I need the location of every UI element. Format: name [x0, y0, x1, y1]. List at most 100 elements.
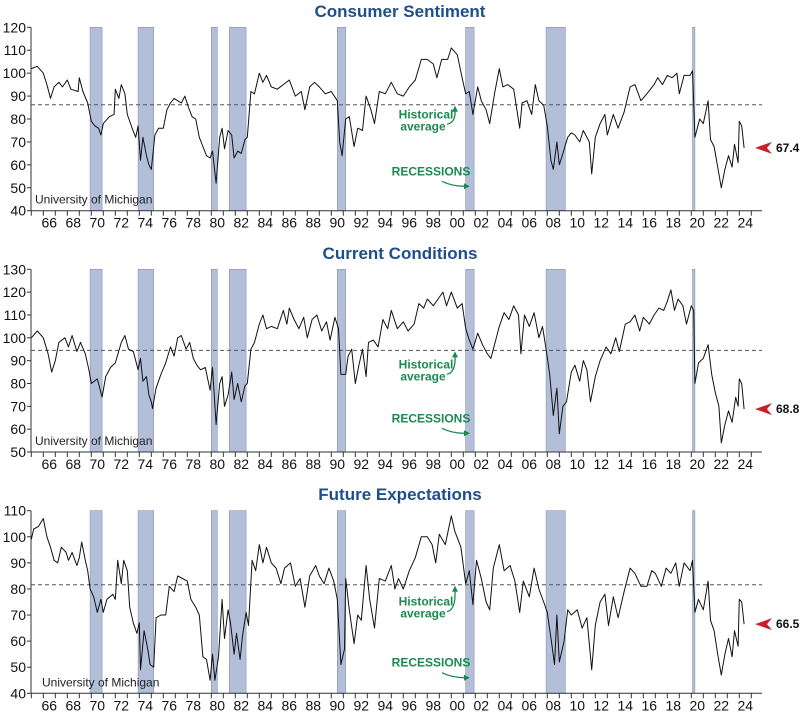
x-tick-label: 80: [210, 215, 226, 231]
y-tick-label: 60: [10, 633, 26, 649]
x-tick-label: 22: [714, 456, 730, 472]
x-tick-label: 76: [162, 697, 178, 713]
last-value-arrow-icon: [755, 403, 772, 416]
historical-arrowhead-icon: [452, 351, 458, 358]
x-tick-label: 04: [498, 697, 514, 713]
y-tick-label: 40: [10, 203, 26, 219]
x-tick-label: 22: [714, 215, 730, 231]
recessions-arrowhead-icon: [464, 183, 470, 190]
recessions-arrowhead-icon: [464, 674, 470, 681]
historical-label: Historical: [399, 107, 454, 121]
x-tick-label: 16: [642, 215, 658, 231]
y-tick-label: 60: [10, 421, 26, 437]
x-tick-label: 78: [186, 697, 202, 713]
y-tick-label: 80: [10, 375, 26, 391]
x-tick-label: 18: [666, 215, 682, 231]
chart-title: Current Conditions: [323, 244, 478, 263]
recession-bar: [229, 268, 247, 453]
x-tick-label: 66: [42, 456, 58, 472]
x-tick-label: 04: [498, 456, 514, 472]
x-tick-label: 18: [666, 456, 682, 472]
x-tick-label: 04: [498, 215, 514, 231]
x-tick-label: 96: [402, 697, 418, 713]
x-tick-label: 78: [186, 456, 202, 472]
x-tick-label: 00: [450, 697, 466, 713]
x-tick-label: 02: [474, 456, 490, 472]
x-tick-label: 92: [354, 456, 370, 472]
recession-bar: [211, 510, 218, 694]
x-tick-label: 84: [258, 215, 274, 231]
x-tick-label: 82: [234, 456, 250, 472]
x-tick-label: 66: [42, 215, 58, 231]
x-tick-label: 94: [378, 697, 394, 713]
x-tick-label: 86: [282, 215, 298, 231]
source-label: University of Michigan: [42, 675, 159, 689]
y-tick-label: 40: [10, 685, 26, 701]
x-tick-label: 68: [66, 456, 82, 472]
y-tick-label: 80: [10, 111, 26, 127]
x-tick-label: 84: [258, 697, 274, 713]
recession-bar: [89, 26, 103, 211]
x-tick-label: 88: [306, 215, 322, 231]
historical-arrowhead-icon: [452, 105, 458, 112]
historical-arrowhead-icon: [452, 585, 458, 592]
x-tick-label: 70: [90, 697, 106, 713]
x-tick-label: 22: [714, 697, 730, 713]
y-tick-label: 90: [10, 353, 26, 369]
x-tick-label: 74: [138, 456, 154, 472]
x-tick-label: 78: [186, 215, 202, 231]
y-tick-label: 110: [4, 42, 27, 58]
x-tick-label: 74: [138, 697, 154, 713]
recession-bar: [336, 510, 346, 694]
x-tick-label: 72: [114, 456, 130, 472]
x-tick-label: 82: [234, 697, 250, 713]
historical-label: average: [400, 119, 446, 133]
x-tick-label: 98: [426, 456, 442, 472]
recession-bar: [336, 268, 346, 453]
y-tick-label: 130: [3, 261, 27, 277]
source-label: University of Michigan: [35, 193, 152, 207]
x-tick-label: 72: [114, 215, 130, 231]
x-tick-label: 06: [522, 456, 538, 472]
recession-bar: [545, 268, 566, 453]
x-tick-label: 88: [306, 456, 322, 472]
y-tick-label: 70: [10, 134, 26, 150]
x-tick-label: 80: [210, 697, 226, 713]
recession-bar: [89, 268, 103, 453]
x-tick-label: 74: [138, 215, 154, 231]
x-tick-label: 12: [594, 697, 610, 713]
recessions-arrow-icon: [441, 427, 466, 434]
x-tick-label: 90: [330, 697, 346, 713]
x-tick-label: 66: [42, 697, 58, 713]
x-tick-label: 24: [738, 456, 754, 472]
x-tick-label: 98: [426, 215, 442, 231]
recessions-arrow-icon: [441, 180, 466, 187]
recession-bar: [137, 26, 155, 211]
x-tick-label: 10: [570, 215, 586, 231]
x-tick-label: 02: [474, 215, 490, 231]
y-tick-label: 50: [10, 444, 26, 460]
last-value-label: 66.5: [776, 617, 800, 631]
x-tick-label: 02: [474, 697, 490, 713]
x-tick-label: 12: [594, 215, 610, 231]
x-tick-label: 98: [426, 697, 442, 713]
x-tick-label: 92: [354, 697, 370, 713]
historical-arrow-icon: [446, 589, 456, 613]
x-tick-label: 70: [90, 215, 106, 231]
last-value-label: 68.8: [776, 402, 800, 416]
x-tick-label: 24: [738, 215, 754, 231]
x-tick-label: 96: [402, 456, 418, 472]
x-tick-label: 06: [522, 215, 538, 231]
historical-label: Historical: [399, 595, 454, 609]
historical-arrow-icon: [446, 355, 456, 375]
recessions-label: RECESSIONS: [392, 411, 471, 425]
x-tick-label: 06: [522, 697, 538, 713]
y-tick-label: 50: [10, 180, 26, 196]
historical-label: Historical: [399, 357, 454, 371]
x-tick-label: 16: [642, 456, 658, 472]
x-tick-label: 76: [162, 215, 178, 231]
x-tick-label: 72: [114, 697, 130, 713]
x-tick-label: 20: [690, 215, 706, 231]
recessions-label: RECESSIONS: [392, 656, 471, 670]
